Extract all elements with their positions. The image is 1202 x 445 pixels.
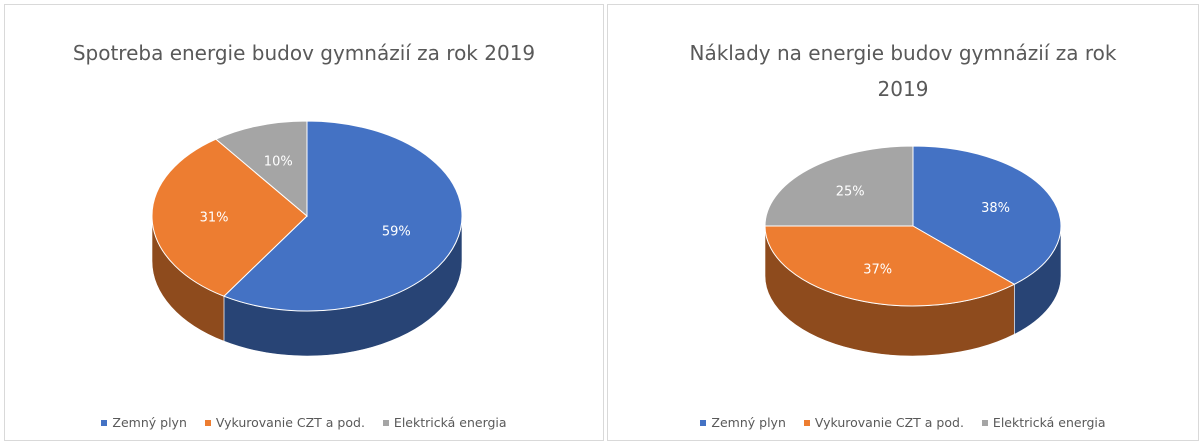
pie-slice — [912, 145, 1062, 285]
legend-item: Zemný plyn — [700, 415, 786, 430]
legend-swatch — [700, 419, 707, 426]
data-label: 10% — [264, 154, 293, 169]
legend: Zemný plyn Vykurovanie CZT a pod. Elektric… — [608, 415, 1198, 430]
data-label: 31% — [200, 210, 229, 225]
chart-title: Spotreba energie budov gymnázií za rok 2… — [72, 41, 536, 65]
legend-swatch — [204, 419, 211, 426]
legend-label: Elektrická energia — [992, 415, 1106, 430]
pie-chart: 59% 31% 10% — [151, 120, 463, 357]
data-label: 38% — [981, 201, 1010, 216]
legend-swatch — [803, 419, 810, 426]
chart-panel: Spotreba energie budov gymnázií za rok 2… — [4, 4, 604, 441]
legend-label: Zemný plyn — [112, 415, 187, 430]
pie-slice — [764, 145, 914, 227]
chart-panel: Náklady na energie budov gymnázií za rok… — [607, 4, 1199, 441]
pie-slice — [223, 120, 463, 312]
pie-side — [765, 226, 1015, 356]
legend-label: Elektrická energia — [393, 415, 507, 430]
legend-item: Vykurovanie CZT a pod. — [204, 415, 365, 430]
data-label: 25% — [836, 185, 865, 200]
pie-slice — [151, 138, 308, 297]
chart-title: Náklady na energie budov gymnázií za rok… — [689, 41, 1117, 101]
data-label: 59% — [382, 224, 411, 239]
legend-item: Zemný plyn — [101, 415, 187, 430]
legend-item: Elektrická energia — [382, 415, 507, 430]
pie-side — [152, 216, 224, 342]
legend-label: Vykurovanie CZT a pod. — [215, 415, 365, 430]
legend-label: Vykurovanie CZT a pod. — [814, 415, 964, 430]
legend-item: Elektrická energia — [981, 415, 1106, 430]
pie-slice — [764, 225, 1016, 307]
pie-side — [223, 216, 462, 356]
pie-side — [1014, 226, 1061, 335]
legend-swatch — [981, 419, 988, 426]
legend-swatch — [101, 419, 108, 426]
legend: Zemný plyn Vykurovanie CZT a pod. Elektric… — [5, 415, 603, 430]
data-label: 37% — [863, 263, 892, 278]
legend-label: Zemný plyn — [711, 415, 786, 430]
legend-item: Vykurovanie CZT a pod. — [803, 415, 964, 430]
legend-swatch — [382, 419, 389, 426]
pie-chart: 38% 37% 25% — [764, 145, 1062, 357]
pie-slice — [214, 120, 308, 218]
